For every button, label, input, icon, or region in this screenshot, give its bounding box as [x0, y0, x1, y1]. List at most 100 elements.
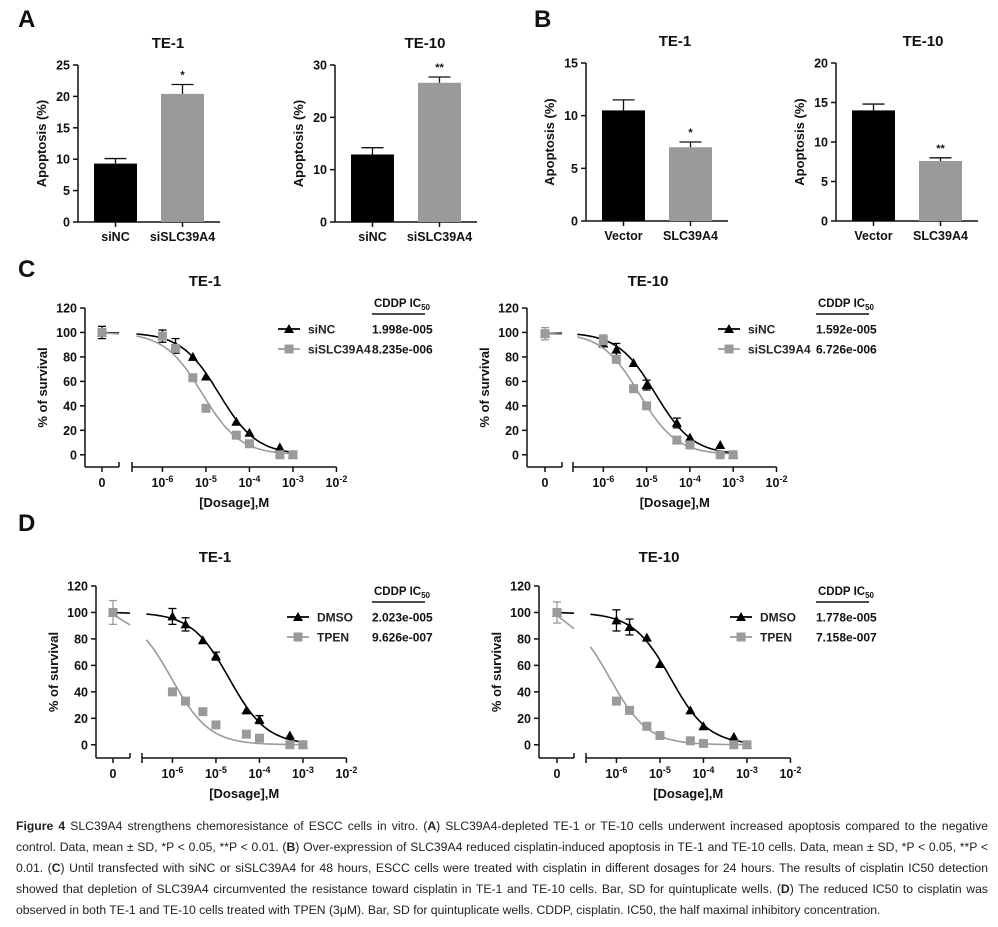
- legend-marker-triangle: [724, 324, 734, 333]
- fit-curve-sislc39a4: [577, 336, 734, 455]
- data-point-dmso: [685, 705, 696, 715]
- legend-marker-square: [736, 632, 746, 642]
- legend-marker-triangle: [736, 612, 746, 621]
- legend-label: siSLC39A4: [748, 343, 811, 357]
- x-tick-label: 10-5: [649, 765, 671, 781]
- chart-title: TE-10: [903, 33, 944, 50]
- caption-text: ) Over-expression of SLC39A4 reduced cis…: [16, 840, 988, 875]
- chart-title: TE-1: [659, 33, 692, 50]
- chart-title: TE-1: [199, 549, 232, 566]
- legend-label: siNC: [748, 323, 776, 337]
- x-tick-label: siSLC39A4: [407, 230, 472, 244]
- chart-b-te10: TE-10 0 5 10 15 20 Apoptosis (%) Vector SLC39A4 *…: [792, 33, 978, 243]
- data-point-tpen: [198, 707, 208, 717]
- chart-title: TE-1: [152, 35, 185, 52]
- x-tick-label: 0: [110, 767, 117, 781]
- y-tick-label: 5: [63, 184, 70, 198]
- data-point-sislc39a4: [188, 373, 198, 383]
- x-tick-label: 10-4: [679, 474, 701, 490]
- y-tick-label: 100: [56, 326, 77, 340]
- data-point-tpen: [742, 740, 752, 750]
- x-tick-label: SLC39A4: [913, 229, 968, 243]
- bar: [161, 93, 204, 222]
- x-tick-label: 10-2: [766, 474, 788, 490]
- x-tick-label: 10-5: [205, 765, 227, 781]
- data-point-sislc39a4: [598, 335, 608, 345]
- data-point-tpen: [698, 738, 708, 748]
- ic50-value: 7.158e-007: [816, 631, 877, 645]
- data-point-tpen: [625, 705, 635, 715]
- data-point-dmso: [624, 622, 635, 632]
- bar: [94, 163, 137, 222]
- data-point-sislc39a4: [275, 450, 285, 460]
- y-axis-label: % of survival: [477, 347, 492, 427]
- data-point-sinc: [684, 432, 695, 442]
- y-tick-label: 80: [505, 350, 519, 364]
- panel-label-c: C: [18, 256, 36, 283]
- x-tick-label: 10-2: [335, 765, 357, 781]
- legend-marker-square: [724, 344, 734, 354]
- chart-b-te1: TE-1 0 5 10 15 Apoptosis (%) Vector SLC39A4 *: [542, 33, 728, 243]
- x-tick-label: 10-3: [292, 765, 314, 781]
- x-tick-label: 10-5: [195, 474, 217, 490]
- y-tick-label: 20: [74, 712, 88, 726]
- y-tick-label: 10: [56, 153, 70, 167]
- data-point-tpen: [241, 729, 251, 739]
- y-tick-label: 30: [313, 59, 327, 73]
- x-tick-label: 10-2: [779, 765, 801, 781]
- fit-curve-tpen: [145, 639, 303, 746]
- legend-label: TPEN: [317, 631, 349, 645]
- data-point-dmso: [167, 611, 178, 621]
- chart-title: TE-1: [189, 273, 222, 290]
- data-point-sislc39a4: [288, 450, 298, 460]
- data-point-dmso: [698, 721, 709, 731]
- data-point-dmso: [197, 635, 208, 645]
- y-tick-label: 60: [517, 659, 531, 673]
- data-point-tpen: [642, 721, 652, 731]
- data-point-sislc39a4: [629, 384, 639, 394]
- caption-label: Figure 4: [16, 819, 66, 833]
- bar: [602, 110, 645, 221]
- chart-title: TE-10: [628, 273, 669, 290]
- legend-marker-square: [293, 632, 303, 642]
- data-point-sinc: [187, 351, 198, 361]
- y-tick-label: 0: [70, 448, 77, 462]
- caption-panel-ref: A: [427, 819, 437, 833]
- y-tick-label: 120: [510, 580, 531, 594]
- data-point-dmso: [241, 705, 252, 715]
- y-tick-label: 20: [814, 57, 828, 71]
- significance-marker: *: [688, 127, 693, 139]
- ic50-value: 9.626e-007: [372, 631, 433, 645]
- data-point-sislc39a4: [672, 435, 682, 445]
- y-tick-label: 80: [63, 350, 77, 364]
- y-tick-label: 10: [313, 163, 327, 177]
- fit-curve-zero-segment: [556, 614, 575, 630]
- data-point-dmso: [254, 714, 265, 724]
- data-point-sinc: [641, 380, 652, 390]
- chart-d-te1: TE-1 0 20 40 60 80 100 120 % of survival 0 10-6 10-…: [46, 549, 433, 801]
- ic50-value: 2.023e-005: [372, 611, 433, 625]
- y-tick-label: 100: [498, 326, 519, 340]
- significance-marker: *: [180, 69, 185, 81]
- data-point-tpen: [552, 607, 562, 617]
- chart-a-te1: TE-1 0 5 10 15 20 25 Apoptosis (%) siNC siSLC39A4…: [34, 35, 220, 244]
- x-tick-label: 10-4: [692, 765, 714, 781]
- y-axis-label: % of survival: [489, 632, 504, 712]
- y-tick-label: 10: [564, 109, 578, 123]
- x-axis-label: [Dosage],M: [640, 495, 710, 510]
- y-tick-label: 40: [74, 685, 88, 699]
- y-tick-label: 0: [524, 738, 531, 752]
- fit-curve-sislc39a4: [136, 335, 293, 455]
- x-tick-label: Vector: [604, 229, 642, 243]
- data-point-sislc39a4: [715, 450, 725, 460]
- y-tick-label: 5: [821, 175, 828, 189]
- y-tick-label: 100: [510, 606, 531, 620]
- x-tick-label: Vector: [854, 229, 892, 243]
- y-tick-label: 40: [517, 685, 531, 699]
- ic50-value: 1.592e-005: [816, 323, 877, 337]
- bar: [852, 110, 895, 221]
- y-axis-label: % of survival: [46, 632, 61, 712]
- data-point-sislc39a4: [157, 331, 167, 341]
- data-point-tpen: [108, 607, 118, 617]
- legend-marker-triangle: [293, 612, 303, 621]
